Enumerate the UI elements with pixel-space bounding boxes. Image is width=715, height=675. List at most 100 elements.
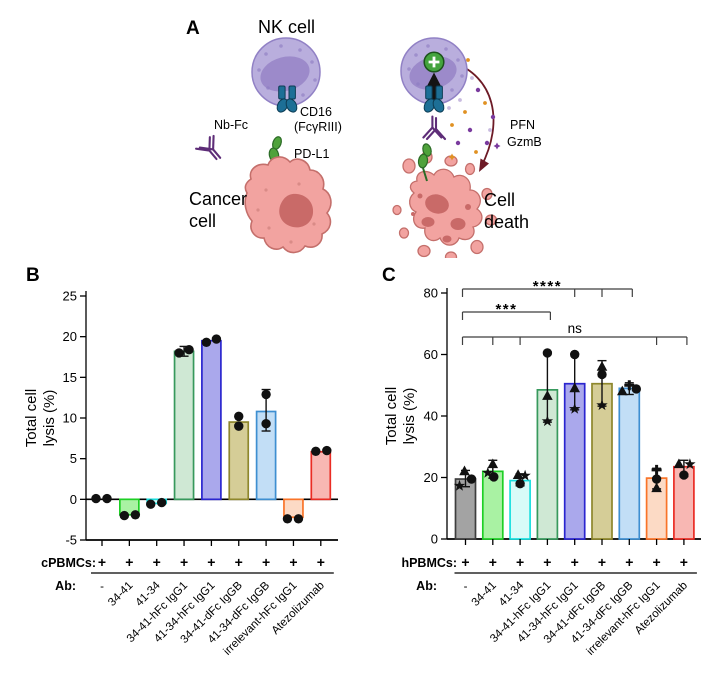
sparkle-icon [493, 142, 501, 150]
y-axis-title-line2: lysis (%) [401, 388, 418, 445]
y-tick-label: 0 [70, 492, 77, 507]
pd-l1-label: PD-L1 [294, 147, 329, 161]
dying-cell-fragments [411, 193, 471, 243]
bar-group-6 [591, 359, 613, 540]
data-point-triangle [512, 469, 524, 479]
y-tick-label: -5 [65, 533, 77, 548]
pbmc-plus: + [125, 554, 133, 570]
pbmc-plus: + [289, 554, 297, 570]
data-point-circle [311, 446, 321, 457]
cd16-receptor-icon [276, 85, 298, 113]
panel-label-a: A [186, 18, 200, 39]
data-point-circle [234, 411, 244, 422]
gzmb-label: GzmB [507, 135, 542, 149]
bar [228, 421, 250, 501]
x-category-label: - [100, 581, 104, 593]
bar-group-9 [310, 445, 332, 501]
bar [173, 350, 195, 501]
data-point-circle [293, 514, 304, 524]
ab-row-label: Ab: [55, 579, 76, 593]
y-tick-label: 0 [431, 532, 438, 547]
bound-antibody-icon [422, 115, 447, 141]
bar-group-5 [563, 349, 586, 540]
data-point-star [541, 415, 554, 427]
significance-label: *** [495, 301, 517, 318]
nb-fc-antibody-icon [195, 134, 222, 161]
data-point-star [569, 402, 581, 414]
data-point-triangle [651, 482, 662, 493]
data-point-triangle [617, 385, 628, 396]
data-point-circle [102, 493, 112, 504]
data-point-circle [91, 493, 101, 504]
data-point-triangle [673, 458, 685, 469]
bar-group-6 [228, 411, 250, 501]
pbmc-row-label: cPBMCs: [41, 556, 96, 570]
bar [201, 339, 222, 501]
y-axis-title-line1: Total cell [383, 387, 400, 445]
cell-death-label-line1: Cell [484, 190, 515, 210]
bar-group-5 [201, 334, 222, 501]
data-point-circle [184, 344, 194, 355]
data-point-circle [282, 514, 293, 524]
pbmc-plus: + [180, 554, 188, 570]
x-category-label: - [464, 581, 468, 593]
cancer-cell-nucleus [279, 193, 314, 228]
pbmc-plus: + [653, 554, 661, 570]
data-point-circle [234, 421, 244, 431]
bar-group-1 [91, 493, 112, 504]
data-point-circle [174, 348, 184, 358]
pbmc-plus: + [598, 554, 606, 570]
bar [310, 450, 332, 501]
pbmc-plus: + [625, 554, 633, 570]
data-point-plus [624, 380, 635, 391]
bar-group-8 [282, 498, 304, 524]
bar-group-4 [536, 348, 559, 540]
bar [283, 498, 304, 519]
y-axis-title-line1: Total cell [23, 389, 40, 447]
pbmc-plus: + [98, 554, 106, 570]
bar-group-7 [617, 380, 641, 540]
data-point-circle [542, 348, 553, 358]
y-tick-label: 25 [63, 289, 77, 304]
pbmc-plus: + [207, 554, 215, 570]
data-point-circle [157, 497, 167, 508]
pfn-label: PFN [510, 118, 535, 132]
y-tick-label: 20 [63, 329, 77, 344]
data-point-circle [261, 418, 271, 429]
nk-cell-nucleus [260, 56, 310, 92]
nk-cell-label: NK cell [258, 17, 315, 37]
data-point-circle [631, 384, 641, 394]
x-category-label: 34-41 [470, 580, 499, 609]
data-point-circle [489, 472, 499, 482]
pbmc-plus: + [489, 554, 497, 570]
data-point-circle [597, 369, 607, 380]
data-point-circle [261, 389, 271, 400]
data-point-circle [651, 474, 662, 484]
data-point-triangle [596, 361, 608, 371]
cd16-label: CD16 [300, 105, 332, 119]
nb-fc-label: Nb-Fc [214, 118, 248, 132]
bar-group-3 [146, 497, 168, 509]
data-point-plus [651, 464, 662, 475]
panel-label-c: C [382, 265, 396, 286]
y-tick-label: 10 [63, 411, 77, 426]
data-point-circle [570, 349, 580, 360]
bar-group-2 [481, 458, 504, 540]
y-tick-label: 60 [424, 347, 438, 362]
pbmc-plus: + [235, 554, 243, 570]
cd16-receptor-icon [423, 85, 445, 113]
data-point-star [453, 479, 466, 491]
data-point-circle [201, 337, 212, 348]
data-point-circle [679, 470, 689, 480]
cancer-label-line1: Cancer [189, 189, 247, 209]
pbmc-plus: + [543, 554, 551, 570]
bar [618, 387, 641, 540]
data-point-circle [119, 510, 130, 521]
data-point-circle [466, 474, 477, 484]
nk-cell-icon [251, 37, 321, 107]
pbmc-plus: + [461, 554, 469, 570]
fcgriii-label: (FcγRIII) [294, 120, 342, 134]
